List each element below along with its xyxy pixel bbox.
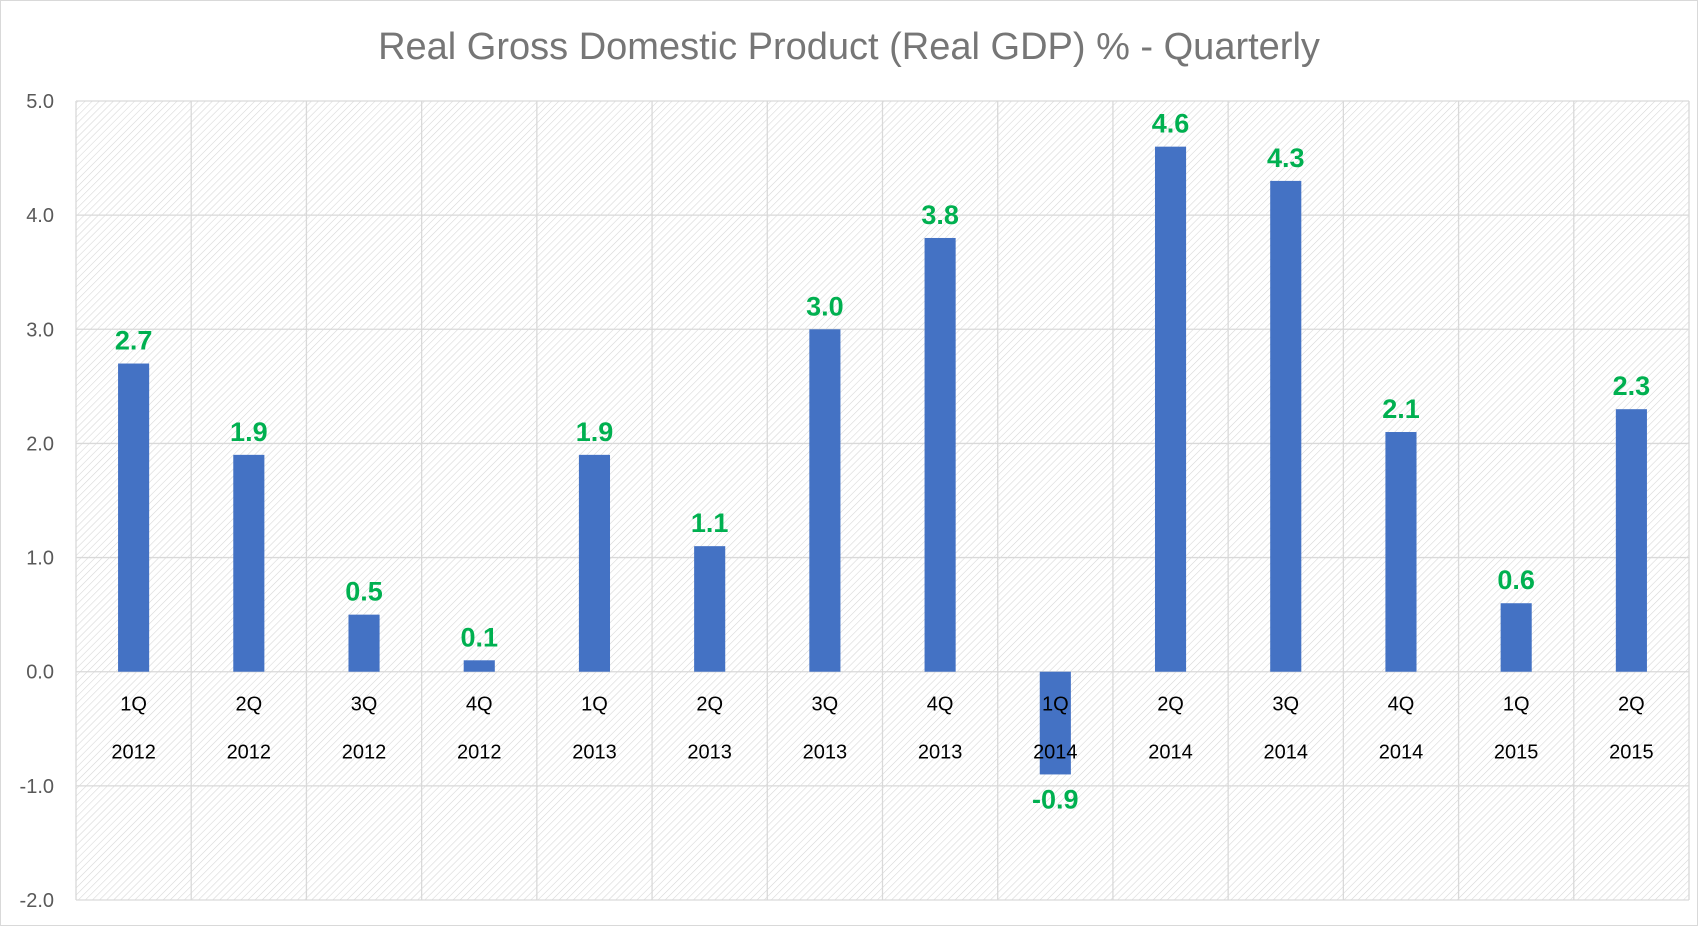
data-label: 0.6 [1497,565,1535,595]
bars [118,146,1647,775]
data-label: 1.9 [576,417,614,447]
x-category-year: 2014 [1379,742,1424,764]
data-labels: 2.7 1.9 0.5 0.1 1.9 1.1 3.0 3.8 -0.9 4.6 4.3 2.1 0.6… [115,109,1650,815]
y-tick-label: 5.0 [26,91,54,113]
bar [348,614,380,672]
x-category-year: 2015 [1609,742,1654,764]
data-label: 3.8 [921,200,959,230]
x-category-year: 2012 [342,742,387,764]
bar [578,454,611,672]
x-category-year: 2013 [572,742,617,764]
x-category-quarter: 2Q [1157,694,1184,716]
x-axis: 1Q 2012 2Q 2012 3Q 2012 4Q 2012 1Q 2013 2Q 2013 3Q 20… [111,694,1653,764]
y-tick-label: 4.0 [26,205,54,227]
x-category-quarter: 1Q [1042,694,1069,716]
x-category-quarter: 3Q [351,694,378,716]
x-category-year: 2012 [111,742,156,764]
x-category-quarter: 1Q [120,694,147,716]
x-category-quarter: 4Q [1388,694,1415,716]
bar [1615,409,1647,672]
bar [1500,603,1532,672]
x-category-year: 2013 [803,742,848,764]
bar [1154,146,1187,672]
data-label: 4.6 [1152,109,1190,139]
x-category-year: 2014 [1264,742,1309,764]
x-category-quarter: 2Q [1618,694,1645,716]
y-tick-label: 1.0 [26,548,54,570]
data-label: 0.5 [345,577,383,607]
data-label: 2.3 [1613,371,1651,401]
x-category-year: 2013 [687,742,732,764]
bar [233,454,265,672]
data-label: 1.1 [691,508,729,538]
x-category-year: 2015 [1494,742,1539,764]
data-label: 2.1 [1382,394,1420,424]
bar [463,660,495,672]
y-tick-label: 0.0 [26,662,54,684]
x-category-quarter: 2Q [696,694,723,716]
x-category-year: 2014 [1148,742,1193,764]
bar [1039,671,1071,775]
x-category-quarter: 4Q [927,694,954,716]
bar [809,329,841,672]
x-category-quarter: 2Q [235,694,262,716]
x-category-quarter: 4Q [466,694,493,716]
y-tick-label: -2.0 [20,890,54,912]
bar [924,237,956,672]
bar [1385,432,1417,672]
gridlines [75,100,1690,901]
data-label: 4.3 [1267,143,1305,173]
bar [118,363,150,672]
bar [694,546,726,672]
bar [1270,180,1302,672]
data-label: 3.0 [806,291,844,321]
y-tick-label: -1.0 [20,776,54,798]
x-category-quarter: 1Q [581,694,608,716]
y-axis: 5.0 4.0 3.0 2.0 1.0 0.0 -1.0 -2.0 [20,91,54,912]
chart-title: Real Gross Domestic Product (Real GDP) %… [378,26,1320,68]
data-label: 1.9 [230,417,268,447]
y-tick-label: 3.0 [26,319,54,341]
data-label: -0.9 [1032,784,1079,814]
x-category-year: 2012 [227,742,272,764]
x-category-year: 2013 [918,742,963,764]
y-tick-label: 2.0 [26,433,54,455]
x-category-year: 2014 [1033,742,1078,764]
x-category-quarter: 1Q [1503,694,1530,716]
x-category-year: 2012 [457,742,502,764]
x-category-quarter: 3Q [1272,694,1299,716]
data-label: 2.7 [115,326,153,356]
x-category-quarter: 3Q [812,694,839,716]
data-label: 0.1 [460,622,498,652]
